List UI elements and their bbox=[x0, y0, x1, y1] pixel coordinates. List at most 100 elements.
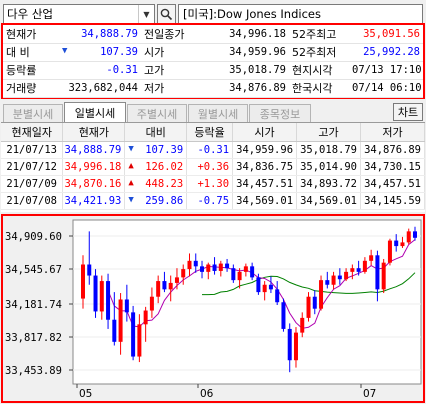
col-header-close[interactable]: 현재가 bbox=[62, 123, 126, 142]
quote-label: 시가 bbox=[141, 43, 199, 62]
quote-label: 52주최고 bbox=[289, 25, 349, 44]
cell-pct: -0.31 bbox=[186, 141, 234, 159]
tab-monthly[interactable]: 월별시세 bbox=[188, 104, 248, 122]
table-row[interactable]: 21/07/12 34,996.18 ▲ 126.02 +0.36 34,836.75 35… bbox=[1, 158, 425, 176]
candle-body bbox=[256, 277, 261, 293]
candle-body bbox=[187, 260, 192, 270]
candle-body bbox=[300, 317, 305, 333]
y-tick-label: 33,453.89 bbox=[5, 365, 62, 377]
quote-value: 323,682,044 bbox=[57, 79, 141, 98]
candle-body bbox=[168, 282, 173, 290]
chevron-down-icon[interactable]: ▼ bbox=[138, 5, 154, 23]
quote-value: 107.39 bbox=[100, 46, 138, 58]
candle-body bbox=[325, 280, 330, 285]
candle-body bbox=[312, 296, 317, 309]
candle-body bbox=[218, 263, 223, 271]
candle-body bbox=[81, 264, 85, 299]
tab-minute[interactable]: 분별시세 bbox=[3, 104, 63, 122]
table-row[interactable]: 21/07/13 34,888.79 ▼ 107.39 -0.31 34,959.96 35… bbox=[1, 141, 425, 159]
candle-body bbox=[331, 275, 336, 285]
col-header-high[interactable]: 고가 bbox=[296, 123, 361, 142]
candle-body bbox=[413, 231, 417, 238]
cell-low: 34,145.59 bbox=[360, 192, 425, 210]
quote-value: ▼ 107.39 bbox=[57, 43, 141, 62]
quote-value: 34,959.96 bbox=[199, 43, 289, 62]
cell-open: 34,457.51 bbox=[232, 175, 298, 193]
candle-body bbox=[369, 255, 374, 261]
quote-label: 52주최저 bbox=[289, 43, 349, 62]
quote-value: 34,876.89 bbox=[199, 79, 289, 98]
candle-body bbox=[156, 281, 161, 297]
cell-date: 21/07/12 bbox=[1, 158, 64, 176]
cell-high: 34,893.72 bbox=[296, 175, 361, 193]
cell-change: ▲ 448.23 bbox=[124, 175, 188, 193]
change-value: 259.86 bbox=[145, 194, 184, 207]
tab-weekly[interactable]: 주별시세 bbox=[127, 104, 187, 122]
quote-panel: 현재가 34,888.79 전일종가 34,996.18 52주최고 35,091.56 대… bbox=[1, 23, 425, 99]
view-tabs: 분별시세 일별시세 주별시세 월별시세 종목정보 차트 bbox=[1, 102, 425, 122]
y-tick-label: 34,545.67 bbox=[5, 264, 62, 276]
x-tick-label: 06 bbox=[200, 388, 214, 400]
change-value: 448.23 bbox=[145, 177, 184, 190]
cell-date: 21/07/09 bbox=[1, 175, 64, 193]
quote-row: 등락률 -0.31 고가 35,018.79 현지시각 07/13 17:10 bbox=[3, 61, 423, 80]
quote-value: -0.31 bbox=[57, 61, 141, 80]
candle-body bbox=[200, 266, 205, 272]
tab-stock-info[interactable]: 종목정보 bbox=[249, 104, 311, 122]
cell-change: ▼ 107.39 bbox=[124, 141, 188, 159]
candle-body bbox=[293, 332, 298, 361]
cell-low: 34,457.51 bbox=[360, 175, 425, 193]
search-button[interactable] bbox=[157, 4, 176, 24]
candle-body bbox=[206, 264, 211, 272]
candle-body bbox=[281, 302, 286, 329]
col-header-date[interactable]: 현재일자 bbox=[1, 123, 64, 142]
quote-value: 07/14 06:10 bbox=[349, 79, 423, 98]
symbol-input[interactable]: 다우 산업 bbox=[7, 7, 53, 21]
symbol-title: [미국]:Dow Jones Indices bbox=[178, 4, 423, 24]
quote-label: 등락률 bbox=[3, 61, 57, 80]
candle-body bbox=[99, 281, 104, 312]
candle-body bbox=[356, 268, 361, 272]
candle-body bbox=[162, 281, 167, 290]
cell-change: ▲ 126.02 bbox=[124, 158, 188, 176]
candle-body bbox=[181, 269, 186, 278]
quote-label: 대 비 bbox=[3, 43, 57, 62]
cell-date: 21/07/13 bbox=[1, 141, 64, 159]
quote-row: 거래량 323,682,044 저가 34,876.89 한국시각 07/14 06:10 bbox=[3, 79, 423, 98]
candle-body bbox=[387, 240, 392, 263]
cell-pct: +0.36 bbox=[186, 158, 234, 176]
candle-body bbox=[362, 260, 367, 272]
candle-body bbox=[319, 280, 324, 309]
cell-high: 35,014.90 bbox=[296, 158, 361, 176]
cell-low: 34,730.15 bbox=[360, 158, 425, 176]
candle-body bbox=[87, 264, 92, 276]
col-header-change[interactable]: 대비 bbox=[124, 123, 188, 142]
candle-body bbox=[106, 281, 111, 320]
col-header-open[interactable]: 시가 bbox=[232, 123, 298, 142]
quote-value: 35,091.56 bbox=[349, 25, 423, 44]
candle-body bbox=[243, 266, 248, 272]
candle-body bbox=[375, 255, 380, 290]
candle-body bbox=[337, 275, 342, 280]
table-row[interactable]: 21/07/09 34,870.16 ▲ 448.23 +1.30 34,457.51 34… bbox=[1, 175, 425, 193]
candle-body bbox=[143, 310, 148, 325]
symbol-combo[interactable]: 다우 산업 ▼ bbox=[3, 4, 155, 24]
tab-daily[interactable]: 일별시세 bbox=[64, 102, 126, 122]
moving-average-slow bbox=[202, 272, 416, 296]
chart-button[interactable]: 차트 bbox=[393, 103, 423, 121]
candle-body bbox=[394, 240, 399, 247]
quote-value: 35,018.79 bbox=[199, 61, 289, 80]
quote-label: 전일종가 bbox=[141, 25, 199, 44]
up-triangle-icon: ▲ bbox=[128, 177, 134, 188]
candle-body bbox=[250, 266, 255, 278]
candle-body bbox=[118, 299, 123, 342]
candle-body bbox=[93, 275, 98, 312]
plot-area bbox=[72, 219, 422, 385]
cell-open: 34,959.96 bbox=[232, 141, 298, 159]
candlestick-chart[interactable]: 34,909.60 34,545.67 34,181.74 33,817.82 33,4… bbox=[1, 214, 425, 403]
col-header-pct[interactable]: 등락율 bbox=[186, 123, 234, 142]
table-row[interactable]: 21/07/08 34,421.93 ▼ 259.86 -0.75 34,569.01 34… bbox=[1, 192, 425, 210]
x-tick-label: 05 bbox=[79, 388, 92, 400]
cell-low: 34,876.89 bbox=[360, 141, 425, 159]
col-header-low[interactable]: 저가 bbox=[360, 123, 425, 142]
